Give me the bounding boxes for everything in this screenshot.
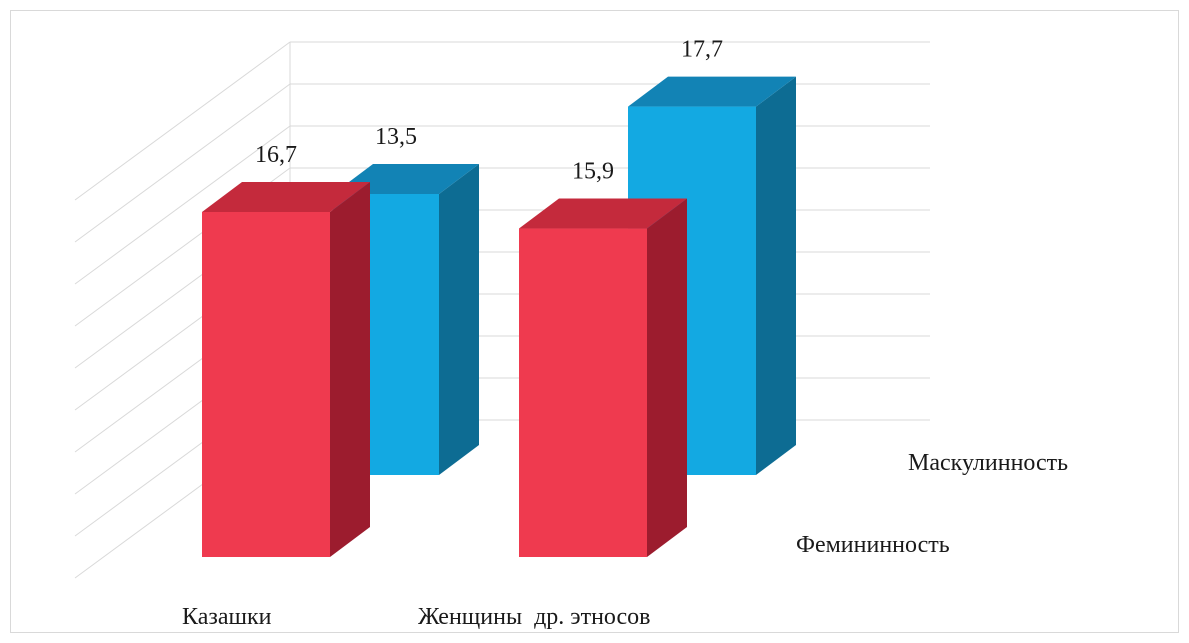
bar-femininity-1: [519, 198, 687, 557]
series-label-femininity: Фемининность: [796, 532, 950, 558]
data-label-masculinity-other: 17,7: [681, 37, 723, 63]
data-label-femininity-kazakh: 16,7: [255, 142, 297, 168]
gridline-side: [74, 41, 291, 201]
bar-top-face: [628, 76, 796, 107]
bar-front-face: [519, 228, 647, 557]
bar-side-face: [756, 76, 796, 476]
data-label-femininity-other: 15,9: [572, 159, 614, 185]
data-label-masculinity-kazakh: 13,5: [375, 124, 417, 150]
category-label-kazakh: Казашки: [182, 604, 272, 630]
bar-side-face: [647, 198, 687, 557]
bar-side-face: [439, 164, 479, 475]
gridline-side: [74, 83, 291, 243]
category-label-other-ethnic: Женщины др. этносов: [418, 604, 651, 630]
series-label-masculinity: Маскулинность: [908, 450, 1068, 476]
gridline-side: [74, 125, 291, 285]
bar-top-face: [202, 182, 370, 212]
labels-layer: 16,7 15,9 13,5 17,7 Казашки Женщины др. …: [182, 37, 1068, 630]
bar-femininity-0: [202, 182, 370, 557]
bar-top-face: [519, 198, 687, 229]
bars-layer: [202, 76, 796, 557]
bar-front-face: [202, 212, 330, 557]
bar-masculinity-1: [628, 76, 796, 476]
bar-side-face: [330, 182, 370, 557]
